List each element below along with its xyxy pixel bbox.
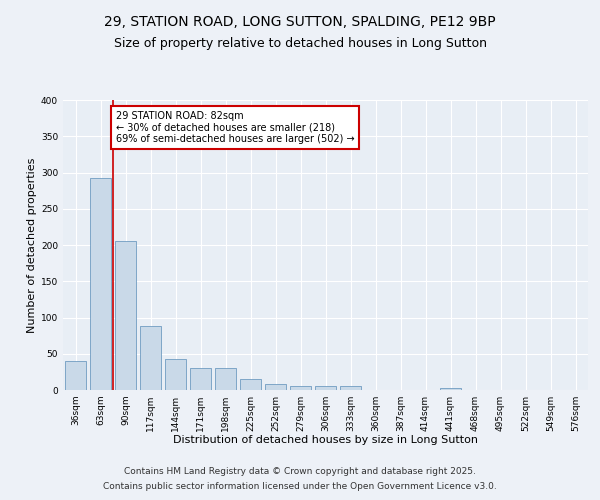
Bar: [165, 359, 186, 390]
Bar: [140, 326, 161, 390]
Text: Size of property relative to detached houses in Long Sutton: Size of property relative to detached ho…: [113, 38, 487, 51]
Bar: [215, 368, 236, 390]
X-axis label: Distribution of detached houses by size in Long Sutton: Distribution of detached houses by size …: [173, 436, 478, 446]
Y-axis label: Number of detached properties: Number of detached properties: [27, 158, 37, 332]
Text: Contains HM Land Registry data © Crown copyright and database right 2025.: Contains HM Land Registry data © Crown c…: [124, 467, 476, 476]
Bar: [240, 379, 261, 390]
Bar: [65, 361, 86, 390]
Text: 29, STATION ROAD, LONG SUTTON, SPALDING, PE12 9BP: 29, STATION ROAD, LONG SUTTON, SPALDING,…: [104, 15, 496, 29]
Text: 29 STATION ROAD: 82sqm
← 30% of detached houses are smaller (218)
69% of semi-de: 29 STATION ROAD: 82sqm ← 30% of detached…: [115, 111, 354, 144]
Bar: [90, 178, 111, 390]
Bar: [290, 386, 311, 390]
Bar: [190, 368, 211, 390]
Bar: [315, 386, 336, 390]
Bar: [115, 242, 136, 390]
Text: Contains public sector information licensed under the Open Government Licence v3: Contains public sector information licen…: [103, 482, 497, 491]
Bar: [340, 386, 361, 390]
Bar: [440, 388, 461, 390]
Bar: [265, 384, 286, 390]
